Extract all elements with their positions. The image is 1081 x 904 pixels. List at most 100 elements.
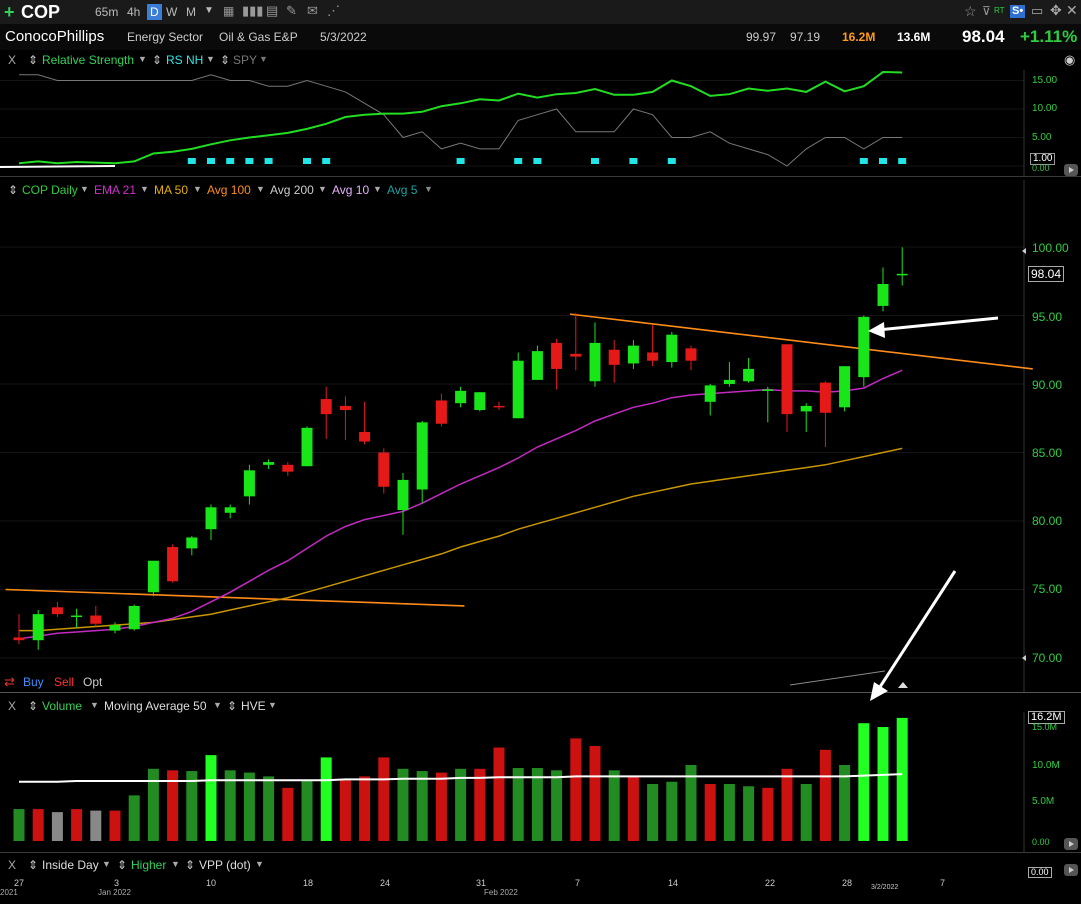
higher-dropdown-icon[interactable]: ▼	[171, 859, 180, 869]
candle-body	[301, 427, 313, 467]
volume-bar	[474, 768, 486, 841]
trade-icon[interactable]: ⇄	[4, 674, 15, 689]
volume-close-button[interactable]: X	[8, 699, 17, 713]
volume-bar	[32, 809, 44, 841]
interval-4h[interactable]: 4h	[127, 5, 141, 19]
volume-sort-icon[interactable]: ⇕	[28, 699, 39, 713]
vpp-sort-icon[interactable]: ⇕	[185, 858, 196, 872]
indicator-tick: 0.00	[1028, 867, 1052, 878]
vpp-dropdown-icon[interactable]: ▼	[255, 859, 264, 869]
legend-dropdown-icon[interactable]: ▼	[140, 184, 149, 194]
favorite-icon[interactable]: ☆	[964, 3, 977, 19]
comment-icon[interactable]: ✉	[307, 3, 318, 18]
inside-day-dropdown-icon[interactable]: ▼	[102, 859, 111, 869]
move-icon[interactable]: ✥	[1050, 2, 1062, 18]
stock-badge-icon[interactable]: S•	[1010, 5, 1026, 18]
bars-icon[interactable]: ▮▮▮	[242, 3, 264, 18]
palette-icon[interactable]: ◉	[1064, 52, 1076, 67]
price-tick: 75.00	[1032, 582, 1063, 596]
rsnh-label[interactable]: RS NH	[166, 53, 204, 67]
volume-label[interactable]: Volume	[42, 699, 83, 713]
indicator-scroll-button[interactable]	[1064, 864, 1078, 876]
rsnh-dropdown-icon[interactable]: ▼	[206, 54, 215, 64]
legend-dropdown-icon[interactable]: ▼	[424, 184, 433, 194]
add-symbol-icon[interactable]: +	[4, 2, 15, 22]
filter-icon[interactable]: ⊽	[982, 4, 991, 18]
rs-dropdown-icon[interactable]: ▼	[138, 54, 147, 64]
hve-sort-icon[interactable]: ⇕	[227, 699, 238, 713]
options-button[interactable]: Opt	[83, 675, 103, 689]
price-tick: 85.00	[1032, 446, 1063, 460]
legend-dropdown-icon[interactable]: ▼	[373, 184, 382, 194]
buy-button[interactable]: Buy	[23, 675, 44, 689]
high-value: 99.97	[746, 30, 777, 44]
spy-compare-label[interactable]: SPY	[233, 53, 258, 67]
legend-avg100[interactable]: Avg 100	[207, 183, 251, 197]
volume-bar	[320, 757, 332, 841]
volume-bar	[627, 776, 639, 841]
studies-icon[interactable]: ▤	[266, 3, 279, 18]
interval-dropdown-icon[interactable]: ▼	[204, 5, 214, 16]
interval-daily[interactable]: D	[147, 4, 162, 20]
candle-body	[205, 507, 217, 530]
hve-label[interactable]: HVE	[241, 699, 266, 713]
volume-bar	[243, 772, 255, 841]
legend-avg5[interactable]: Avg 5	[387, 183, 418, 197]
rs-sort-icon[interactable]: ⇕	[28, 53, 39, 67]
rs-marker: 1.00	[1030, 153, 1056, 165]
volume-bar	[359, 776, 371, 841]
hve-dropdown-icon[interactable]: ▼	[268, 700, 277, 710]
interval-monthly[interactable]: M	[186, 5, 196, 19]
candle-body	[723, 379, 735, 384]
legend-dropdown-icon[interactable]: ▼	[256, 184, 265, 194]
avg200-line	[789, 670, 886, 686]
legend-avg10[interactable]: Avg 10	[332, 183, 370, 197]
legend-dropdown-icon[interactable]: ▼	[318, 184, 327, 194]
date-tick: 7	[940, 878, 946, 888]
rsnh-sort-icon[interactable]: ⇕	[152, 53, 163, 67]
close-icon[interactable]: ✕	[1066, 2, 1078, 18]
volume-bar	[339, 780, 351, 841]
rs-tick: 0.00	[1032, 163, 1050, 173]
spy-dropdown-icon[interactable]: ▼	[259, 54, 268, 64]
volume-ma-label[interactable]: Moving Average 50	[104, 699, 207, 713]
interval-weekly[interactable]: W	[166, 5, 178, 19]
chart-style-icon[interactable]: ▦	[223, 4, 235, 18]
inside-day-sort-icon[interactable]: ⇕	[28, 858, 39, 872]
share-icon[interactable]: ⋰	[327, 3, 340, 18]
candle-body	[167, 547, 179, 582]
legend-cop-daily[interactable]: COP Daily	[22, 183, 78, 197]
higher-label[interactable]: Higher	[131, 858, 167, 872]
inside-day-label[interactable]: Inside Day	[42, 858, 99, 872]
legend-avg200[interactable]: Avg 200	[270, 183, 314, 197]
industry-label[interactable]: Oil & Gas E&P	[219, 30, 298, 44]
rs-close-button[interactable]: X	[8, 53, 17, 67]
save-icon[interactable]: ▭	[1031, 3, 1044, 18]
volume-scroll-button[interactable]	[1064, 838, 1078, 850]
higher-sort-icon[interactable]: ⇕	[117, 858, 128, 872]
legend-ema21[interactable]: EMA 21	[94, 183, 137, 197]
volume-dropdown-icon[interactable]: ▼	[90, 700, 99, 710]
interval-65m[interactable]: 65m	[95, 5, 119, 19]
candle-body	[589, 342, 601, 382]
legend-ma50[interactable]: MA 50	[154, 183, 189, 197]
sell-button[interactable]: Sell	[54, 675, 75, 689]
rs-study-label[interactable]: Relative Strength	[42, 53, 135, 67]
price-sort-icon[interactable]: ⇕	[8, 183, 19, 197]
sector-label[interactable]: Energy Sector	[127, 30, 204, 44]
indicator-close-button[interactable]: X	[8, 858, 17, 872]
rs-scroll-button[interactable]	[1064, 164, 1078, 176]
candle-body	[455, 390, 467, 404]
volume-bar	[416, 771, 428, 841]
spy-sort-icon[interactable]: ⇕	[220, 53, 231, 67]
rs-new-high-marker	[629, 158, 638, 164]
legend-dropdown-icon[interactable]: ▼	[80, 184, 89, 194]
legend-dropdown-icon[interactable]: ▼	[193, 184, 202, 194]
draw-icon[interactable]: ✎	[286, 3, 297, 18]
candle-body	[685, 348, 697, 361]
vpp-label[interactable]: VPP (dot)	[199, 858, 251, 872]
symbol-label[interactable]: COP	[21, 2, 61, 22]
volume-bar	[282, 787, 294, 841]
volume-ma-dropdown-icon[interactable]: ▼	[213, 700, 222, 710]
